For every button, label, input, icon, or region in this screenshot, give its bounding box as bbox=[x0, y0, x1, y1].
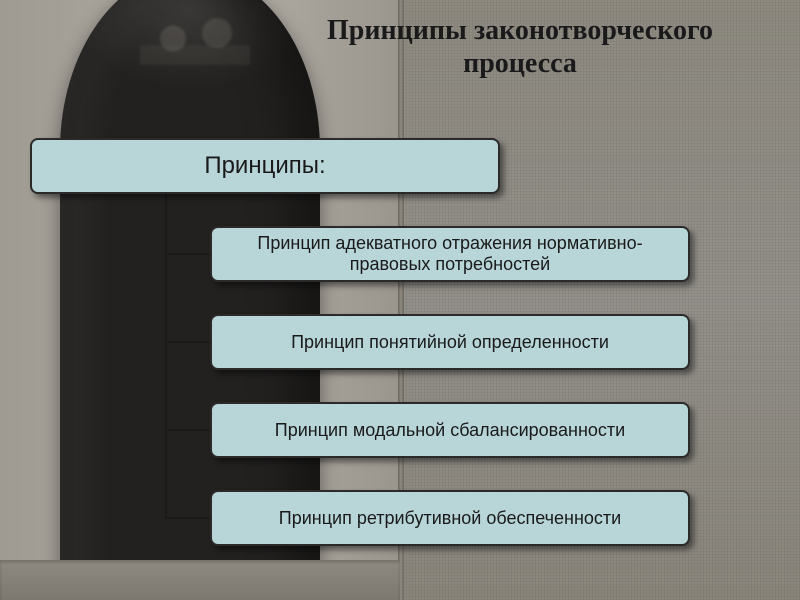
stele-plinth bbox=[0, 560, 400, 600]
child-node-label: Принцип понятийной определенности bbox=[291, 332, 609, 353]
child-node: Принцип ретрибутивной обеспеченности bbox=[210, 490, 690, 546]
connector-branch bbox=[165, 341, 210, 343]
child-node-label: Принцип модальной сбалансированности bbox=[275, 420, 625, 441]
connector-branch bbox=[165, 253, 210, 255]
child-node: Принцип адекватного отражения нормативно… bbox=[210, 226, 690, 282]
connector-branch bbox=[165, 517, 210, 519]
child-node: Принцип модальной сбалансированности bbox=[210, 402, 690, 458]
root-node: Принципы: bbox=[30, 138, 500, 194]
connector-branch bbox=[165, 429, 210, 431]
slide-title: Принципы законотворческого процесса bbox=[300, 14, 740, 80]
connector-trunk bbox=[165, 194, 167, 518]
child-node-label: Принцип ретрибутивной обеспеченности bbox=[279, 508, 621, 529]
child-node-label: Принцип адекватного отражения нормативно… bbox=[222, 233, 678, 274]
root-node-label: Принципы: bbox=[204, 152, 325, 180]
child-node: Принцип понятийной определенности bbox=[210, 314, 690, 370]
